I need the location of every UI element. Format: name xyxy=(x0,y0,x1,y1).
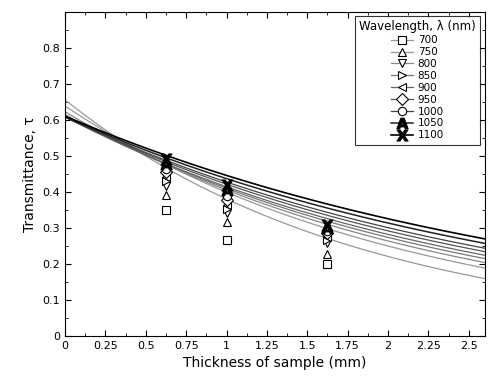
Y-axis label: Transmittance, τ: Transmittance, τ xyxy=(23,116,37,232)
X-axis label: Thickness of sample (mm): Thickness of sample (mm) xyxy=(184,356,366,370)
Legend: 700, 750, 800, 850, 900, 950, 1000, 1050, 1100: 700, 750, 800, 850, 900, 950, 1000, 1050… xyxy=(354,16,480,144)
